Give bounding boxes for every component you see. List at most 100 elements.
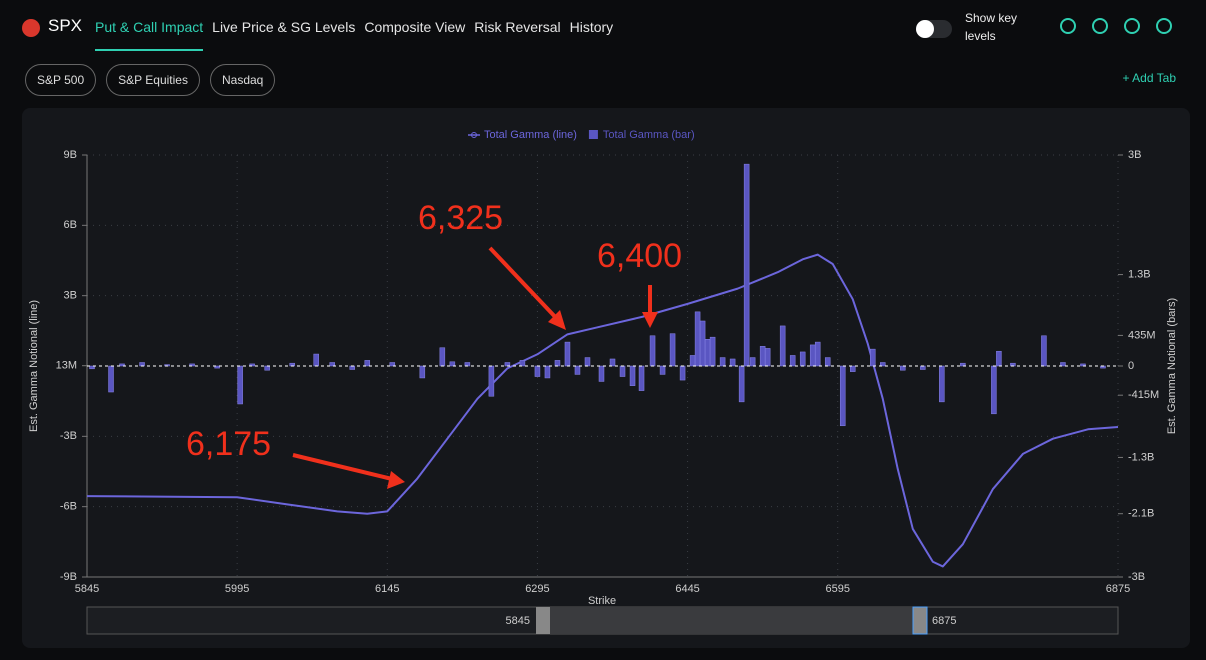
logo xyxy=(22,19,40,37)
bar xyxy=(743,163,750,367)
y-axis-label: Est. Gamma Notional (line) xyxy=(28,300,40,432)
bar xyxy=(119,363,125,367)
bar xyxy=(749,357,756,367)
tab[interactable]: Composite View xyxy=(364,19,466,35)
x-tick-label: 5845 xyxy=(75,583,99,595)
bar xyxy=(464,362,471,367)
bar xyxy=(544,365,551,379)
x-tick-label: 6875 xyxy=(1106,583,1130,595)
bar xyxy=(689,355,696,367)
bar xyxy=(920,365,926,370)
annotation-arrow xyxy=(488,246,562,324)
bar xyxy=(629,365,636,386)
bar xyxy=(764,348,771,367)
y2-tick-label: -1.3B xyxy=(1128,451,1154,463)
bar xyxy=(638,365,645,391)
y-tick-label: -6B xyxy=(60,501,77,513)
bar xyxy=(880,362,886,367)
bar xyxy=(814,341,821,367)
annotation-arrow-head xyxy=(642,312,658,328)
y-tick-label: -3B xyxy=(60,430,77,442)
y2-axis-label: Est. Gamma Notional (bars) xyxy=(1166,298,1178,434)
bar xyxy=(439,347,446,367)
bar xyxy=(389,362,396,367)
bar xyxy=(534,365,541,377)
bar xyxy=(699,320,706,367)
x-tick-label: 6145 xyxy=(375,583,399,595)
tab[interactable]: Put & Call Impact xyxy=(95,19,204,51)
bar xyxy=(738,365,745,403)
bar xyxy=(996,350,1002,367)
bar xyxy=(598,365,605,382)
tab[interactable]: History xyxy=(569,19,614,35)
legend-marker xyxy=(471,132,477,138)
y2-tick-label: 1.3B xyxy=(1128,268,1151,280)
bar xyxy=(649,335,656,367)
tab[interactable]: Live Price & SG Levels xyxy=(212,19,356,35)
bar xyxy=(779,325,786,367)
search-icon[interactable] xyxy=(1092,18,1108,34)
annotation: 6,325 xyxy=(418,199,503,237)
annotation: 6,175 xyxy=(186,425,271,463)
annotation-arrow-head xyxy=(387,471,405,489)
y2-tick-label: -3B xyxy=(1128,571,1145,583)
header: SPX Put & Call Impact Live Price & SG Le… xyxy=(0,0,1206,55)
symbol[interactable]: SPX xyxy=(48,16,83,35)
bar xyxy=(694,311,701,367)
bar xyxy=(449,361,456,367)
toolbar xyxy=(1060,18,1172,34)
bar xyxy=(329,362,335,367)
settings-icon[interactable] xyxy=(1124,18,1140,34)
legend-label: Total Gamma (line) xyxy=(484,129,577,141)
info-icon[interactable] xyxy=(1060,18,1076,34)
y2-tick-label: 0 xyxy=(1128,360,1134,372)
slider-handle[interactable] xyxy=(536,607,550,634)
bar xyxy=(89,365,95,370)
bar xyxy=(960,362,966,367)
slider-handle[interactable] xyxy=(912,606,928,635)
chip[interactable]: Nasdaq xyxy=(209,64,276,96)
bar xyxy=(609,358,616,367)
bar xyxy=(669,333,676,367)
slider-selection[interactable] xyxy=(537,607,920,634)
line xyxy=(86,253,1119,568)
bar xyxy=(313,353,319,367)
x-tick-label: 6595 xyxy=(825,583,849,595)
annotation-arrow-head xyxy=(548,310,566,330)
toggle-label: Show key levels xyxy=(965,11,1018,43)
bar xyxy=(719,357,726,367)
bar xyxy=(1060,362,1066,367)
bar xyxy=(709,336,716,367)
bar xyxy=(554,360,561,367)
bar xyxy=(584,357,591,367)
tab[interactable]: Risk Reversal xyxy=(474,19,561,35)
bar xyxy=(704,339,711,367)
bar xyxy=(809,344,816,367)
bar xyxy=(839,365,846,427)
toggle[interactable] xyxy=(916,20,952,38)
y2-tick-label: -415M xyxy=(1128,389,1159,401)
bar xyxy=(237,365,243,405)
bar xyxy=(849,365,856,372)
fullscreen-icon[interactable] xyxy=(1156,18,1172,34)
chip[interactable]: S&P Equities xyxy=(106,64,200,96)
bar xyxy=(364,360,371,367)
add-tab[interactable]: + Add Tab xyxy=(1122,71,1177,85)
annotation-arrow xyxy=(292,453,393,481)
bar xyxy=(759,346,766,367)
bar xyxy=(139,362,145,367)
bar xyxy=(504,362,511,367)
chip[interactable]: S&P 500 xyxy=(25,64,97,96)
y-tick-label: -9B xyxy=(60,571,77,583)
y-tick-label: 9B xyxy=(64,149,77,161)
x-tick-label: 6295 xyxy=(525,583,549,595)
y-tick-label: 6B xyxy=(64,219,77,231)
bar xyxy=(619,365,626,377)
bar xyxy=(574,365,581,375)
bar xyxy=(991,365,997,415)
slider-min-label: 5845 xyxy=(506,615,530,627)
bar xyxy=(939,365,945,403)
bar xyxy=(349,365,356,370)
chips: S&P 500 S&P Equities Nasdaq xyxy=(25,64,276,96)
x-axis-label: Strike xyxy=(588,595,616,607)
